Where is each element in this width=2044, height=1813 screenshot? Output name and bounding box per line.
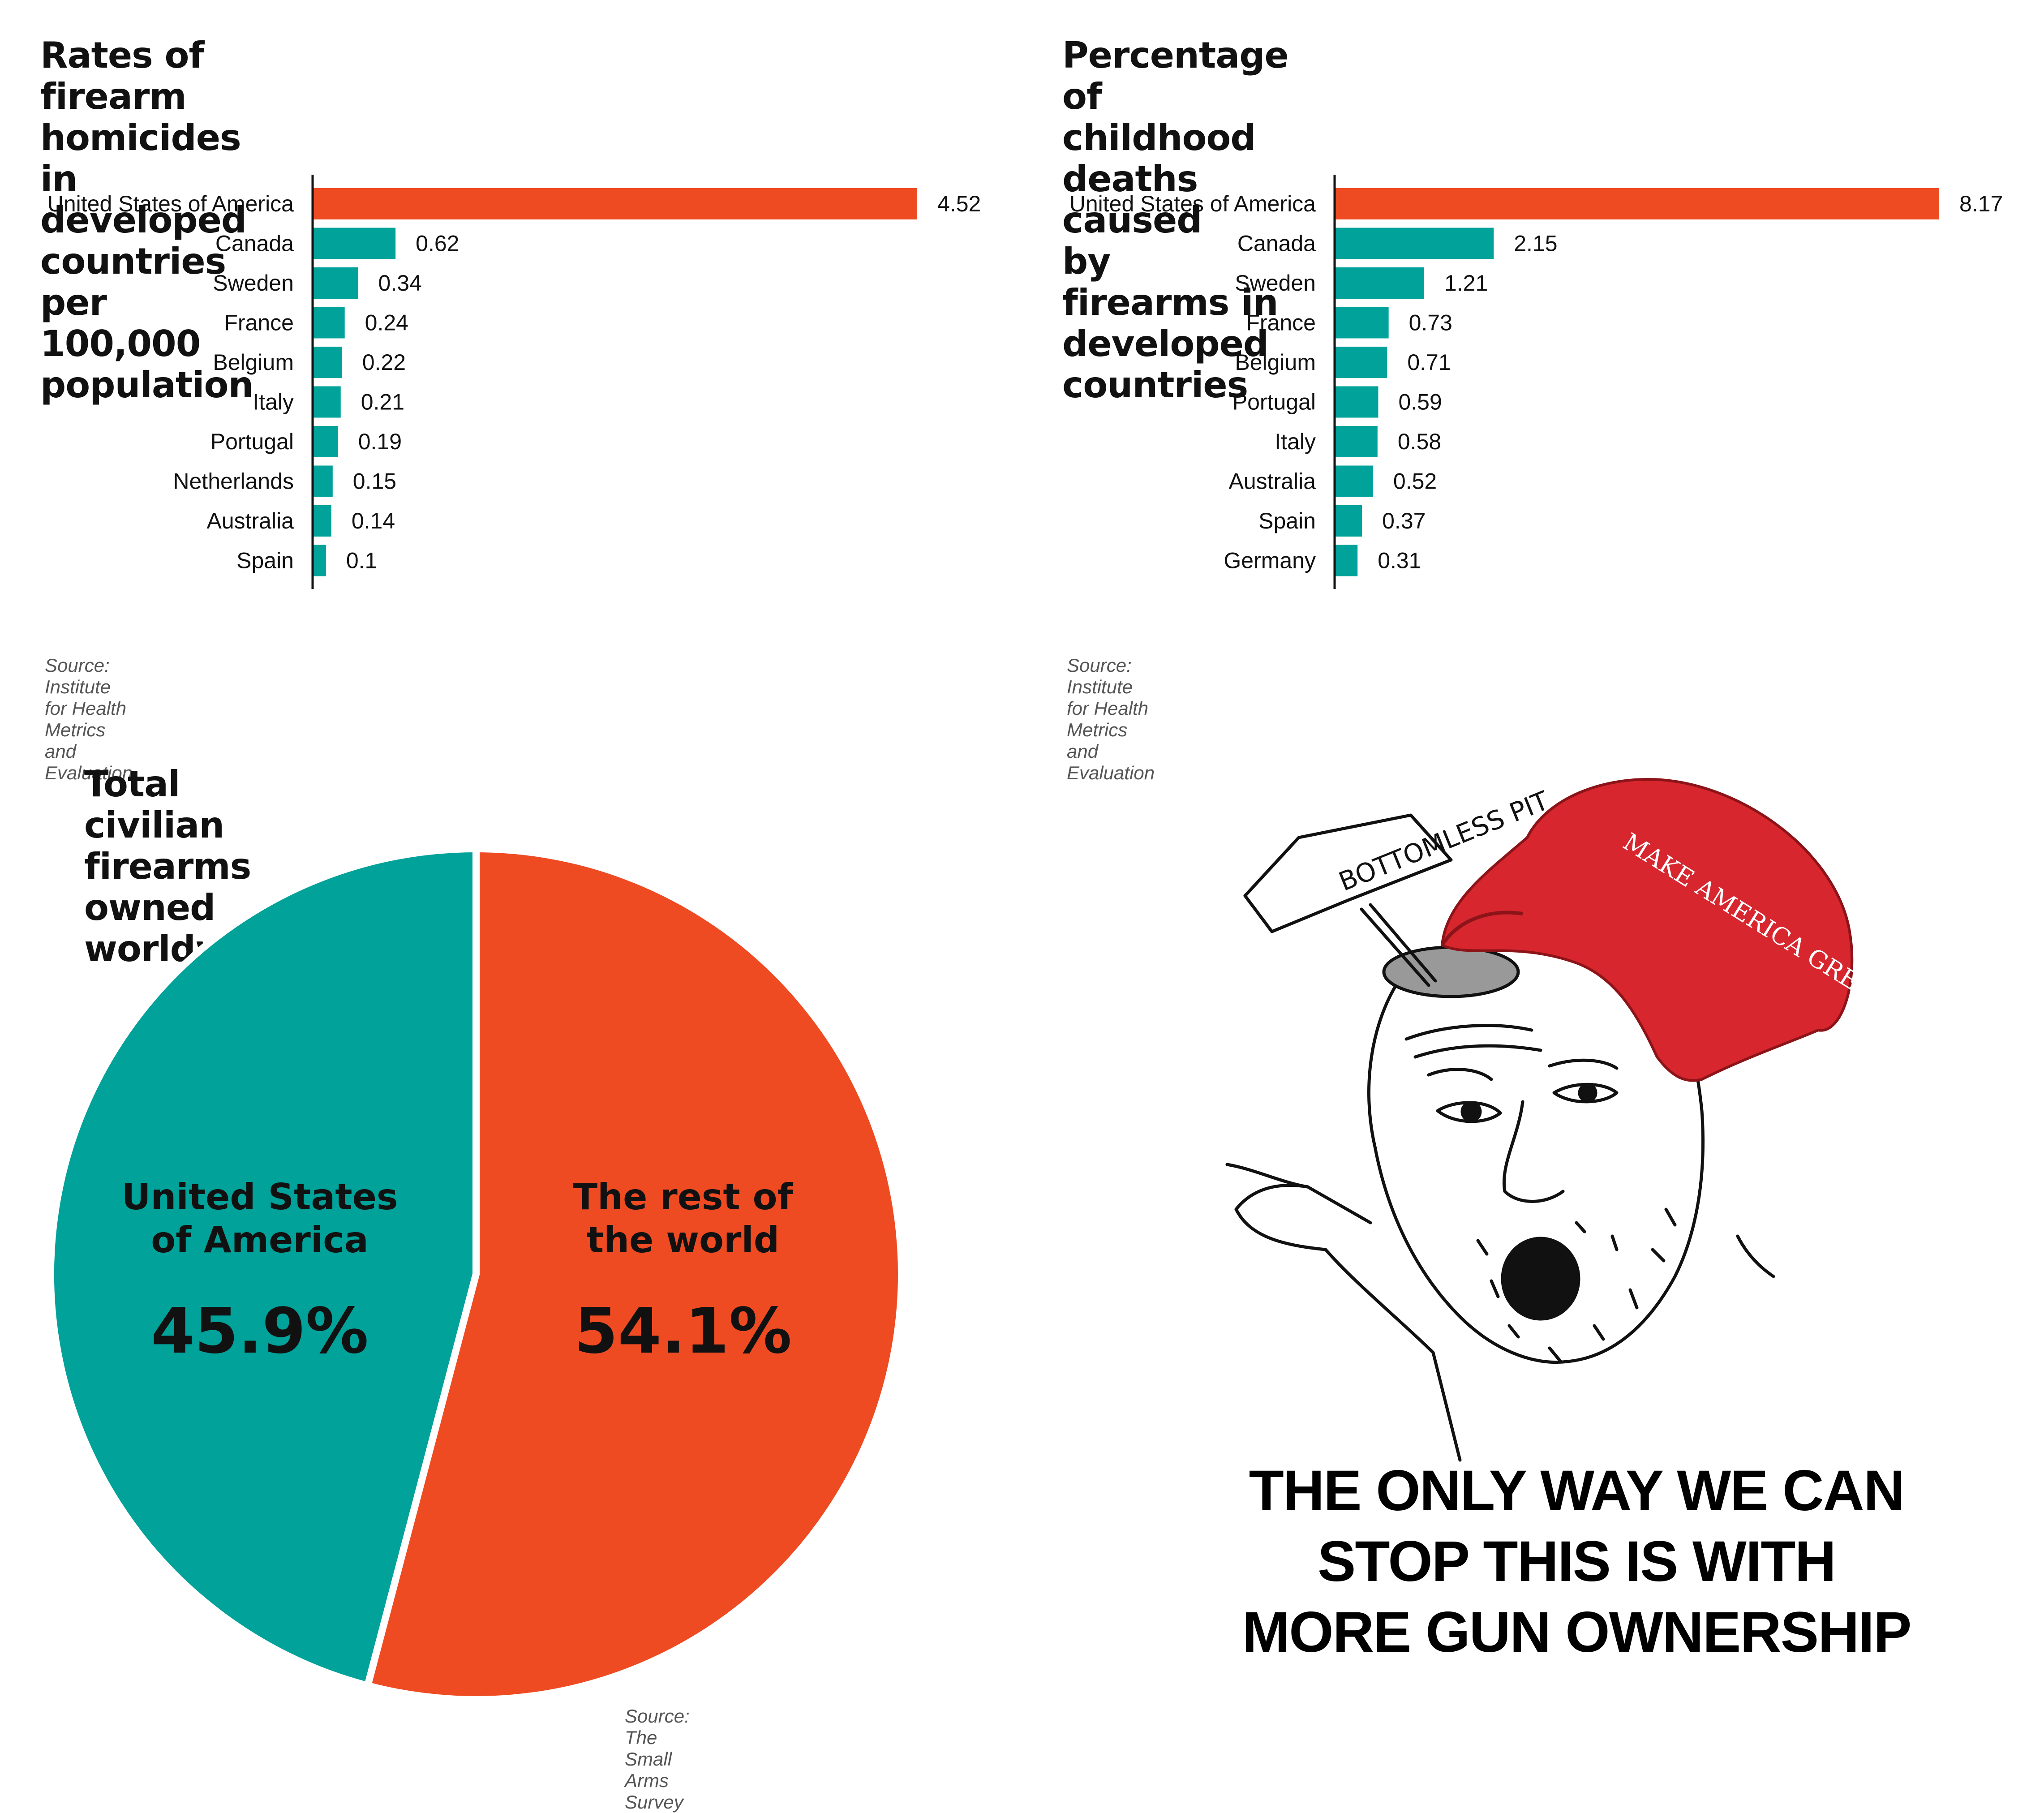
bar xyxy=(1335,188,1939,219)
value-label: 8.17 xyxy=(1959,191,2003,216)
category-label: Sweden xyxy=(1235,271,1316,296)
value-label: 0.22 xyxy=(362,350,406,375)
value-label: 0.21 xyxy=(361,390,404,415)
bar xyxy=(1335,545,1358,576)
bar xyxy=(1335,505,1362,537)
category-label: Netherlands xyxy=(173,469,294,494)
maga-hat: MAKE AMERICA GREAT AGAIN xyxy=(1440,778,1970,1082)
bar xyxy=(313,228,396,259)
category-label: Portugal xyxy=(210,429,294,454)
value-label: 4.52 xyxy=(937,191,981,216)
value-label: 0.19 xyxy=(358,429,402,454)
chart-source: Source: Institute for Health Metrics and… xyxy=(45,655,133,783)
value-label: 0.31 xyxy=(1378,548,1421,573)
category-label: Italy xyxy=(1275,429,1316,454)
bar xyxy=(313,545,326,576)
bar xyxy=(313,505,331,537)
category-label: Italy xyxy=(253,390,294,415)
slice-value-label: 54.1% xyxy=(574,1295,792,1368)
bar xyxy=(1335,465,1373,497)
value-label: 2.15 xyxy=(1514,231,1557,256)
category-label: France xyxy=(1246,310,1316,335)
bar xyxy=(313,426,338,457)
category-label: Sweden xyxy=(213,271,294,296)
value-label: 1.21 xyxy=(1444,271,1488,296)
bar xyxy=(313,188,917,219)
value-label: 0.73 xyxy=(1409,310,1452,335)
bar xyxy=(313,347,342,378)
value-label: 0.14 xyxy=(352,508,395,533)
chart-title: Percentage of childhood deaths caused by… xyxy=(1062,34,1289,406)
value-label: 0.37 xyxy=(1382,508,1426,533)
category-label: Belgium xyxy=(1235,350,1316,375)
category-label: Canada xyxy=(1237,231,1316,256)
category-label: United States of America xyxy=(1069,191,1316,216)
value-label: 0.62 xyxy=(416,231,459,256)
pie-slice xyxy=(47,845,480,1690)
bar xyxy=(1335,347,1387,378)
bar xyxy=(1335,386,1378,418)
bar-chart-childhood-deaths: United States of America 8.17 Canada 2.15 Sw… xyxy=(1069,175,2003,589)
category-label: Belgium xyxy=(213,350,294,375)
bar xyxy=(1335,426,1378,457)
value-label: 0.15 xyxy=(353,469,396,494)
slice-label: United States xyxy=(122,1176,398,1218)
category-label: Germany xyxy=(1224,548,1316,573)
slice-label: The rest of xyxy=(573,1176,794,1218)
slice-value-label: 45.9% xyxy=(151,1295,369,1368)
value-label: 0.24 xyxy=(365,310,408,335)
bar xyxy=(313,465,333,497)
value-label: 0.71 xyxy=(1407,350,1451,375)
value-label: 0.1 xyxy=(346,548,378,573)
category-label: United States of America xyxy=(47,191,294,216)
category-label: Canada xyxy=(215,231,294,256)
category-label: Portugal xyxy=(1232,390,1316,415)
bar xyxy=(1335,267,1424,299)
bar xyxy=(313,267,358,299)
chart-title: Rates of firearm homicides in developed … xyxy=(40,34,253,406)
category-label: France xyxy=(224,310,294,335)
category-label: Spain xyxy=(236,548,294,573)
slice-label: of America xyxy=(151,1219,368,1261)
bar xyxy=(1335,228,1494,259)
bar xyxy=(313,307,345,339)
category-label: Australia xyxy=(206,508,294,533)
pie-slice xyxy=(363,845,905,1703)
bar-chart-homicides: United States of America 4.52 Canada 0.62 Sw… xyxy=(47,175,981,589)
meme-caption: THE ONLY WAY WE CAN STOP THIS IS WITH MO… xyxy=(1242,1459,1912,1664)
bar xyxy=(313,386,341,418)
wojak-illustration: BOTTOMLESS PIT MAKE AMERICA GREAT AGAIN xyxy=(1225,778,1970,1462)
value-label: 0.52 xyxy=(1393,469,1437,494)
value-label: 0.34 xyxy=(378,271,422,296)
value-label: 0.59 xyxy=(1398,390,1442,415)
chart-source: Source: Institute for Health Metrics and… xyxy=(1067,655,1155,783)
category-label: Spain xyxy=(1258,508,1316,533)
category-label: Australia xyxy=(1228,469,1316,494)
bar xyxy=(1335,307,1389,339)
slice-label: the world xyxy=(587,1219,779,1261)
value-label: 0.58 xyxy=(1398,429,1441,454)
